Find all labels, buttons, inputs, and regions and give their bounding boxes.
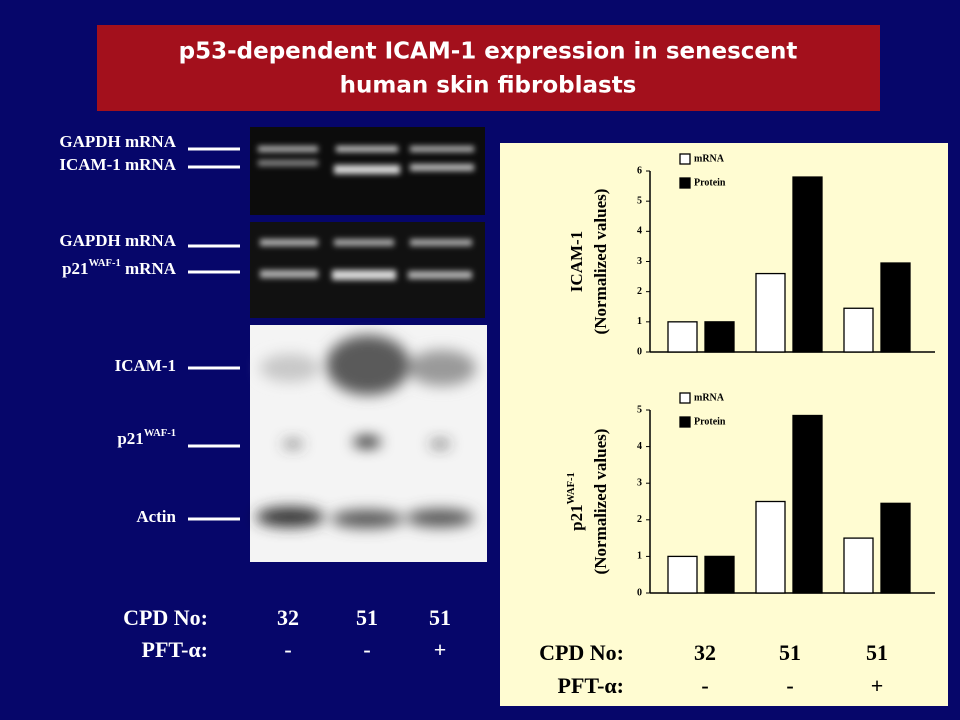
- bar: [843, 307, 874, 353]
- blot-label-main: GAPDH mRNA: [59, 231, 176, 250]
- bar: [667, 555, 698, 594]
- y-tick-label: 0: [637, 346, 642, 357]
- legend-swatch: [679, 153, 691, 165]
- gel-panel: [250, 222, 485, 318]
- footer-label: CPD No:: [123, 605, 208, 630]
- y-axis-label: p21WAF-1: [566, 472, 585, 531]
- bar: [755, 500, 786, 594]
- bar: [667, 321, 698, 353]
- title-line: p53-dependent ICAM-1 expression in senes…: [179, 39, 798, 65]
- footer-value: 51: [779, 640, 801, 665]
- y-tick-label: 4: [637, 226, 642, 237]
- blot-label-main: p21: [117, 429, 143, 448]
- footer-value: -: [363, 637, 370, 662]
- footer-label: PFT-α:: [142, 637, 208, 662]
- y-axis-label-main: ICAM-1: [567, 231, 586, 292]
- bar: [704, 321, 735, 353]
- blot-label: ICAM-1 mRNA: [59, 155, 176, 174]
- y-tick-label: 1: [637, 551, 642, 562]
- legend-label: mRNA: [694, 153, 725, 164]
- legend-swatch: [679, 416, 691, 428]
- blot-label: p21WAF-1: [117, 428, 176, 447]
- y-tick-label: 5: [637, 195, 642, 206]
- legend-label: mRNA: [694, 392, 725, 403]
- blot-label: GAPDH mRNA: [59, 132, 176, 151]
- y-axis-label-sup: WAF-1: [566, 472, 577, 504]
- gel-panel: [250, 127, 485, 215]
- western-panel: [250, 325, 487, 562]
- blot-label-sup: WAF-1: [144, 428, 176, 439]
- y-axis-label-main: (Normalized values): [591, 189, 610, 335]
- y-tick-label: 2: [637, 514, 642, 525]
- blot-label: GAPDH mRNA: [59, 231, 176, 250]
- y-tick-label: 0: [637, 587, 642, 598]
- blot-label-main: GAPDH mRNA: [59, 132, 176, 151]
- y-axis-label: (Normalized values): [591, 429, 610, 575]
- footer-value: 32: [277, 605, 299, 630]
- bar: [792, 414, 823, 594]
- footer-value: 51: [356, 605, 378, 630]
- legend-swatch: [679, 177, 691, 189]
- chart-panel: [500, 143, 948, 706]
- legend-swatch: [679, 392, 691, 404]
- blot-label: ICAM-1: [115, 356, 176, 375]
- y-tick-label: 3: [637, 477, 642, 488]
- footer-value: -: [701, 673, 708, 698]
- title-line: human skin fibroblasts: [340, 73, 637, 99]
- y-axis-label: ICAM-1: [567, 231, 586, 292]
- legend-label: Protein: [694, 416, 726, 427]
- footer-value: +: [871, 673, 884, 698]
- footer-value: 51: [866, 640, 888, 665]
- y-tick-label: 3: [637, 256, 642, 267]
- blot-label: p21WAF-1 mRNA: [62, 258, 177, 277]
- title-box: [97, 25, 880, 111]
- y-tick-label: 1: [637, 316, 642, 327]
- bar: [880, 262, 911, 353]
- bar: [843, 537, 874, 594]
- y-tick-label: 6: [637, 165, 642, 176]
- blot-label-main: Actin: [136, 507, 176, 526]
- footer-value: -: [786, 673, 793, 698]
- blot-label-main: ICAM-1 mRNA: [59, 155, 176, 174]
- bar: [792, 176, 823, 353]
- footer-label: CPD No:: [539, 640, 624, 665]
- footer-label: PFT-α:: [558, 673, 624, 698]
- y-tick-label: 2: [637, 286, 642, 297]
- footer-value: 51: [429, 605, 451, 630]
- y-axis-label: (Normalized values): [591, 189, 610, 335]
- footer-value: +: [434, 637, 447, 662]
- bar: [880, 502, 911, 594]
- blot-label-main: ICAM-1: [115, 356, 176, 375]
- blot-label-sup: WAF-1: [89, 258, 121, 269]
- blot-label-after: mRNA: [121, 259, 177, 278]
- y-axis-label-main: p21: [567, 504, 586, 530]
- bar: [704, 555, 735, 594]
- y-axis-label-main: (Normalized values): [591, 429, 610, 575]
- y-tick-label: 4: [637, 441, 642, 452]
- blot-label-main: p21: [62, 259, 88, 278]
- footer-value: 32: [694, 640, 716, 665]
- bar: [755, 272, 786, 353]
- legend-label: Protein: [694, 177, 726, 188]
- y-tick-label: 5: [637, 404, 642, 415]
- footer-value: -: [284, 637, 291, 662]
- label-pointers: [188, 147, 240, 521]
- blot-label: Actin: [136, 507, 176, 526]
